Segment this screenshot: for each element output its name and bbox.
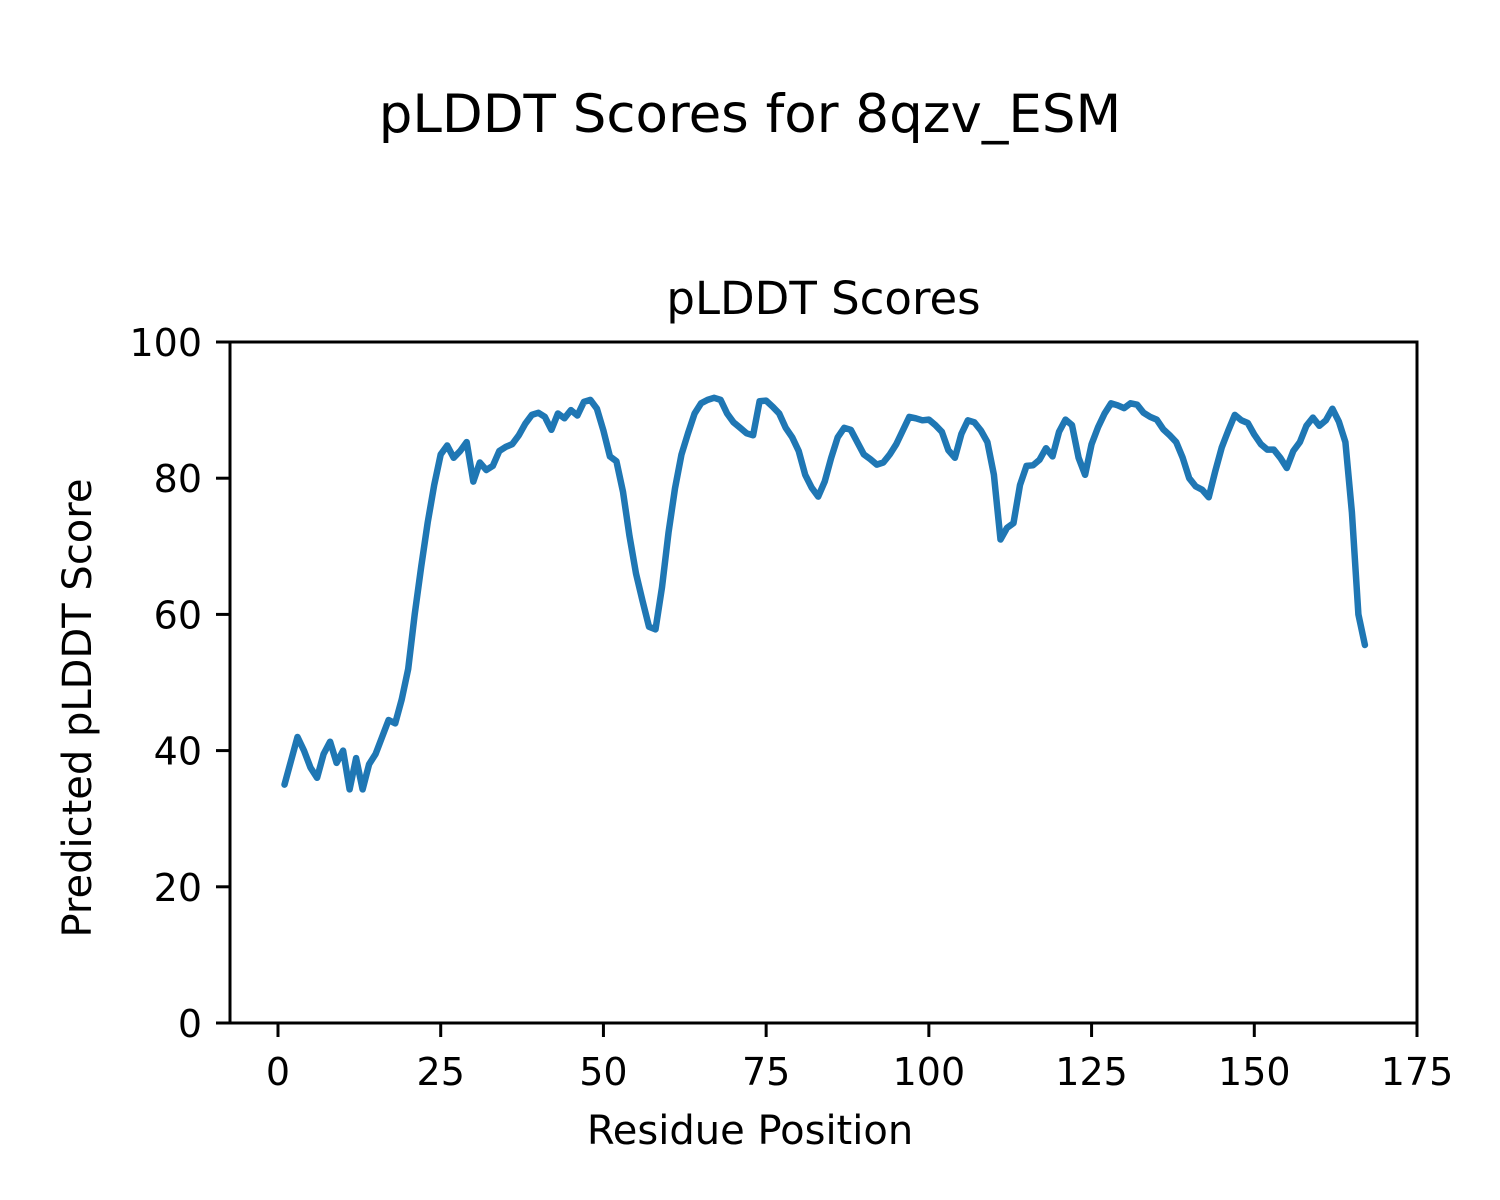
x-axis-label: Residue Position [586, 1108, 914, 1154]
x-tick-label: 0 [266, 1050, 290, 1094]
y-tick-label: 0 [178, 1002, 202, 1046]
x-tick-label: 25 [417, 1050, 465, 1094]
axes-title: pLDDT Scores [666, 272, 981, 325]
y-tick-label: 60 [154, 593, 202, 637]
x-tick-label: 75 [742, 1050, 790, 1094]
y-tick-label: 20 [154, 866, 202, 910]
x-tick-label: 175 [1381, 1050, 1454, 1094]
axes-spines [228, 340, 1419, 1025]
y-tick-label: 80 [154, 457, 202, 501]
y-tick-label: 100 [129, 321, 202, 365]
y-axis-label: Predicted pLDDT Score [55, 478, 101, 938]
x-tick-label: 50 [579, 1050, 627, 1094]
y-axis-ticks: 0 20 40 60 80 100 [129, 321, 230, 1046]
x-axis-ticks: 0 25 50 75 100 125 150 175 [266, 1023, 1453, 1094]
y-tick-label: 40 [154, 730, 202, 774]
plddt-line [281, 394, 1369, 793]
x-tick-label: 125 [1055, 1050, 1128, 1094]
figure-suptitle: pLDDT Scores for 8qzv_ESM [378, 84, 1122, 145]
x-tick-label: 100 [893, 1050, 966, 1094]
x-tick-label: 150 [1218, 1050, 1291, 1094]
